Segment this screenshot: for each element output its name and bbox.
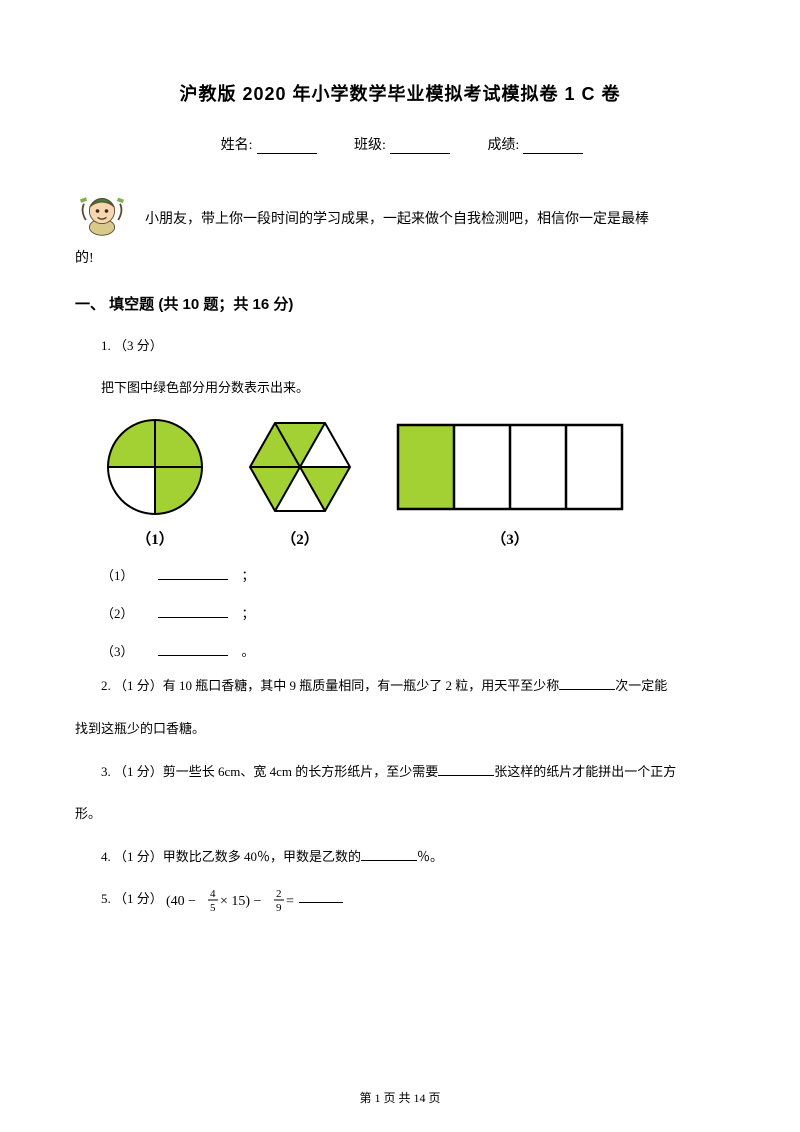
class-label: 班级: (354, 138, 386, 153)
intro-text-2: 的! (75, 244, 725, 275)
score-label: 成绩: (487, 138, 519, 153)
q1-sub-2: （2）； (101, 597, 725, 631)
shape-1-cap: （1） (105, 528, 205, 549)
q4: 4. （1 分）甲数比乙数多 40％，甲数是乙数的％。 (75, 843, 725, 872)
q1-sub-1: （1）； (101, 559, 725, 593)
page-footer: 第 1 页 共 14 页 (0, 1089, 800, 1106)
score-blank[interactable] (523, 140, 583, 154)
svg-text:2: 2 (276, 888, 282, 900)
svg-text:5: 5 (210, 902, 216, 914)
student-info-line: 姓名: 班级: 成绩: (75, 134, 725, 154)
shape-1: （1） (105, 417, 205, 549)
name-label: 姓名: (221, 138, 253, 153)
q1-blank-2[interactable] (158, 606, 228, 618)
q2: 2. （1 分）有 10 瓶口香糖，其中 9 瓶质量相同，有一瓶少了 2 粒，用… (75, 672, 725, 701)
q2-line2: 找到这瓶少的口香糖。 (75, 715, 725, 744)
mascot-icon (75, 184, 129, 238)
svg-text:4: 4 (210, 888, 216, 900)
hexagon-fraction-icon (245, 417, 355, 517)
shape-2-cap: （2） (245, 528, 355, 549)
q1-blank-3[interactable] (158, 644, 228, 656)
name-blank[interactable] (257, 140, 317, 154)
page-title: 沪教版 2020 年小学数学毕业模拟考试模拟卷 1 C 卷 (75, 80, 725, 106)
shapes-row: （1） （2） （3） (105, 417, 725, 549)
q2-blank[interactable] (559, 678, 615, 690)
q1-blank-1[interactable] (158, 568, 228, 580)
q1-body: 把下图中绿色部分用分数表示出来。 (75, 374, 725, 403)
intro-text-1: 小朋友，带上你一段时间的学习成果，一起来做个自我检测吧，相信你一定是最棒 (145, 205, 725, 238)
intro-row: 小朋友，带上你一段时间的学习成果，一起来做个自我检测吧，相信你一定是最棒 (75, 184, 725, 238)
q5-blank[interactable] (299, 891, 343, 903)
q1-head: 1. （3 分） (75, 332, 725, 361)
q3-blank[interactable] (438, 764, 494, 776)
q3: 3. （1 分）剪一些长 6cm、宽 4cm 的长方形纸片，至少需要张这样的纸片… (75, 758, 725, 787)
svg-text:=: = (286, 894, 294, 909)
rect-fraction-icon (395, 417, 625, 517)
shape-3-cap: （3） (395, 528, 625, 549)
shape-2: （2） (245, 417, 355, 549)
shape-3: （3） (395, 417, 625, 549)
q4-blank[interactable] (361, 849, 417, 861)
q1-sub-3: （3）。 (101, 635, 725, 669)
svg-text:× 15) −: × 15) − (220, 894, 262, 909)
formula-icon: (40 − 4 5 × 15) − 2 9 = (166, 885, 296, 915)
circle-fraction-icon (105, 417, 205, 517)
class-blank[interactable] (390, 140, 450, 154)
q3-line2: 形。 (75, 800, 725, 829)
q1-sub-answers: （1）； （2）； （3）。 (101, 559, 725, 668)
q5: 5. （1 分） (40 − 4 5 × 15) − 2 9 = (75, 885, 725, 915)
svg-text:(40 −: (40 − (166, 894, 196, 909)
section-heading-1: 一、 填空题 (共 10 题；共 16 分) (75, 293, 725, 314)
svg-text:9: 9 (276, 902, 282, 914)
